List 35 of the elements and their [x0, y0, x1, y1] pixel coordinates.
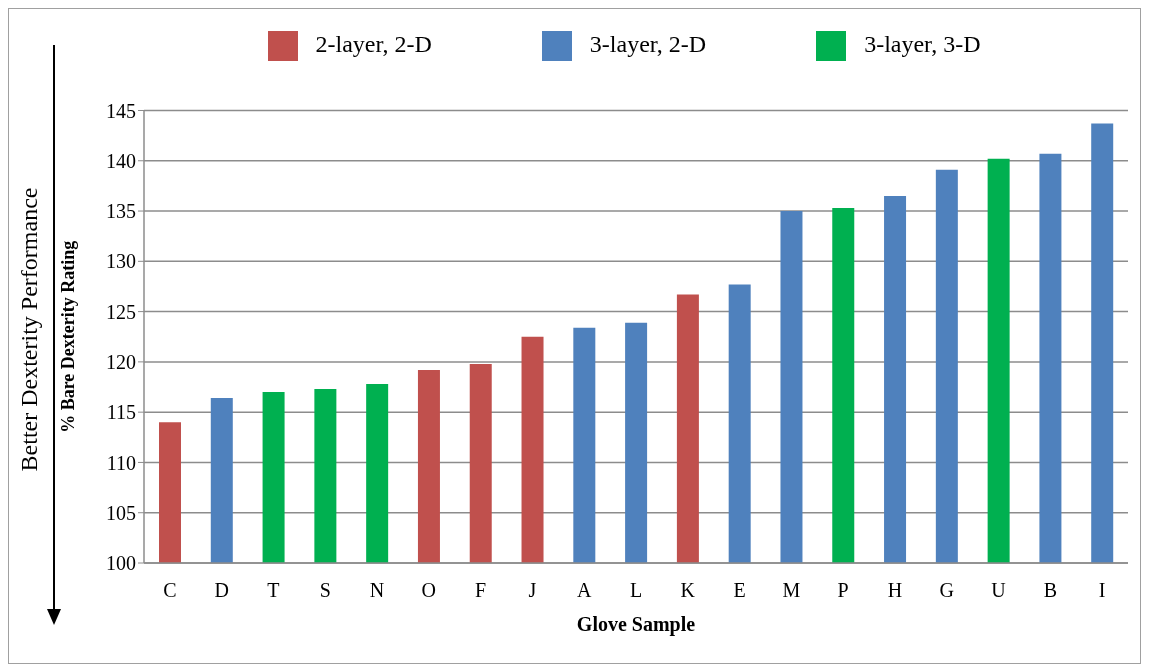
x-tick-label: P — [837, 579, 849, 602]
x-tick-label: G — [939, 579, 954, 602]
y-tick-label: 130 — [106, 250, 136, 273]
y-axis-title: % Bare Dexterity Rating — [58, 240, 79, 433]
y-tick-label: 100 — [106, 552, 136, 575]
y-tick-label: 115 — [106, 401, 136, 424]
y-tick-label: 140 — [106, 149, 136, 172]
x-tick-label: D — [214, 579, 229, 602]
x-tick-label: T — [267, 579, 280, 602]
x-tick-label: N — [369, 579, 385, 602]
y-tick-label: 110 — [106, 451, 136, 474]
legend-label: 3-layer, 2-D — [589, 31, 707, 57]
y-tick-label: 125 — [106, 300, 136, 323]
text: Better Dexterity Performance — [15, 186, 43, 474]
x-tick-label: J — [528, 579, 537, 602]
y-tick-label: 105 — [106, 501, 136, 524]
x-axis-title: Glove Sample — [576, 613, 696, 636]
x-tick-label: B — [1043, 579, 1057, 602]
x-tick-label: H — [887, 579, 903, 602]
legend-label: 3-layer, 3-D — [864, 31, 981, 57]
x-tick-label: A — [576, 579, 592, 602]
x-tick-label: I — [1098, 579, 1106, 602]
x-tick-label: U — [991, 579, 1007, 602]
x-tick-label: K — [680, 579, 696, 602]
y-tick-label: 120 — [106, 350, 136, 373]
x-tick-label: C — [163, 579, 177, 602]
legend-label: 2-layer, 2-D — [315, 31, 432, 57]
x-tick-label: L — [629, 579, 643, 602]
x-tick-label: M — [782, 579, 801, 602]
x-tick-label: O — [421, 579, 437, 602]
y-tick-label: 145 — [106, 99, 136, 122]
y-tick-label: 135 — [106, 200, 136, 223]
x-tick-label: E — [733, 579, 746, 602]
x-tick-label: F — [475, 579, 487, 602]
x-tick-label: S — [319, 579, 331, 602]
